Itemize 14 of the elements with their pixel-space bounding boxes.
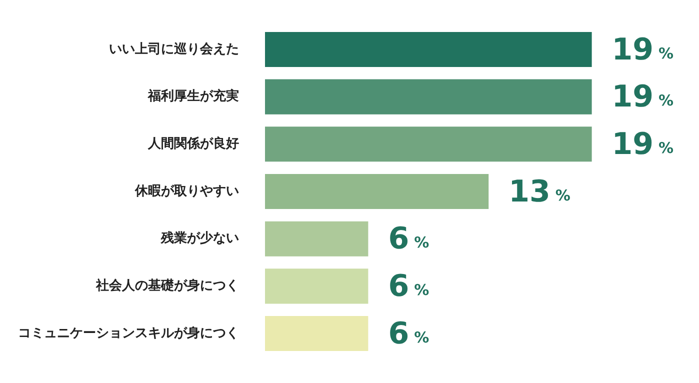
data-label: 19%: [612, 126, 674, 162]
data-label: 6%: [388, 316, 430, 352]
y-tick-label: 人間関係が良好: [147, 136, 239, 152]
y-tick-label: 残業が少ない: [160, 231, 239, 246]
data-label: 6%: [388, 222, 430, 257]
y-tick-label: いい上司に巡り会えた: [109, 42, 239, 57]
data-label: 19%: [612, 32, 674, 68]
y-tick-label: 休暇が取りやすい: [134, 184, 239, 199]
y-tick-label: コミュニケーションスキルが身につく: [18, 326, 239, 341]
data-label: 13%: [508, 174, 570, 210]
y-tick-label: 福利厚生が充実: [147, 88, 239, 104]
data-label: 19%: [612, 80, 674, 115]
y-tick-label: 社会人の基礎が身につく: [95, 278, 239, 294]
data-label: 6%: [388, 268, 430, 304]
